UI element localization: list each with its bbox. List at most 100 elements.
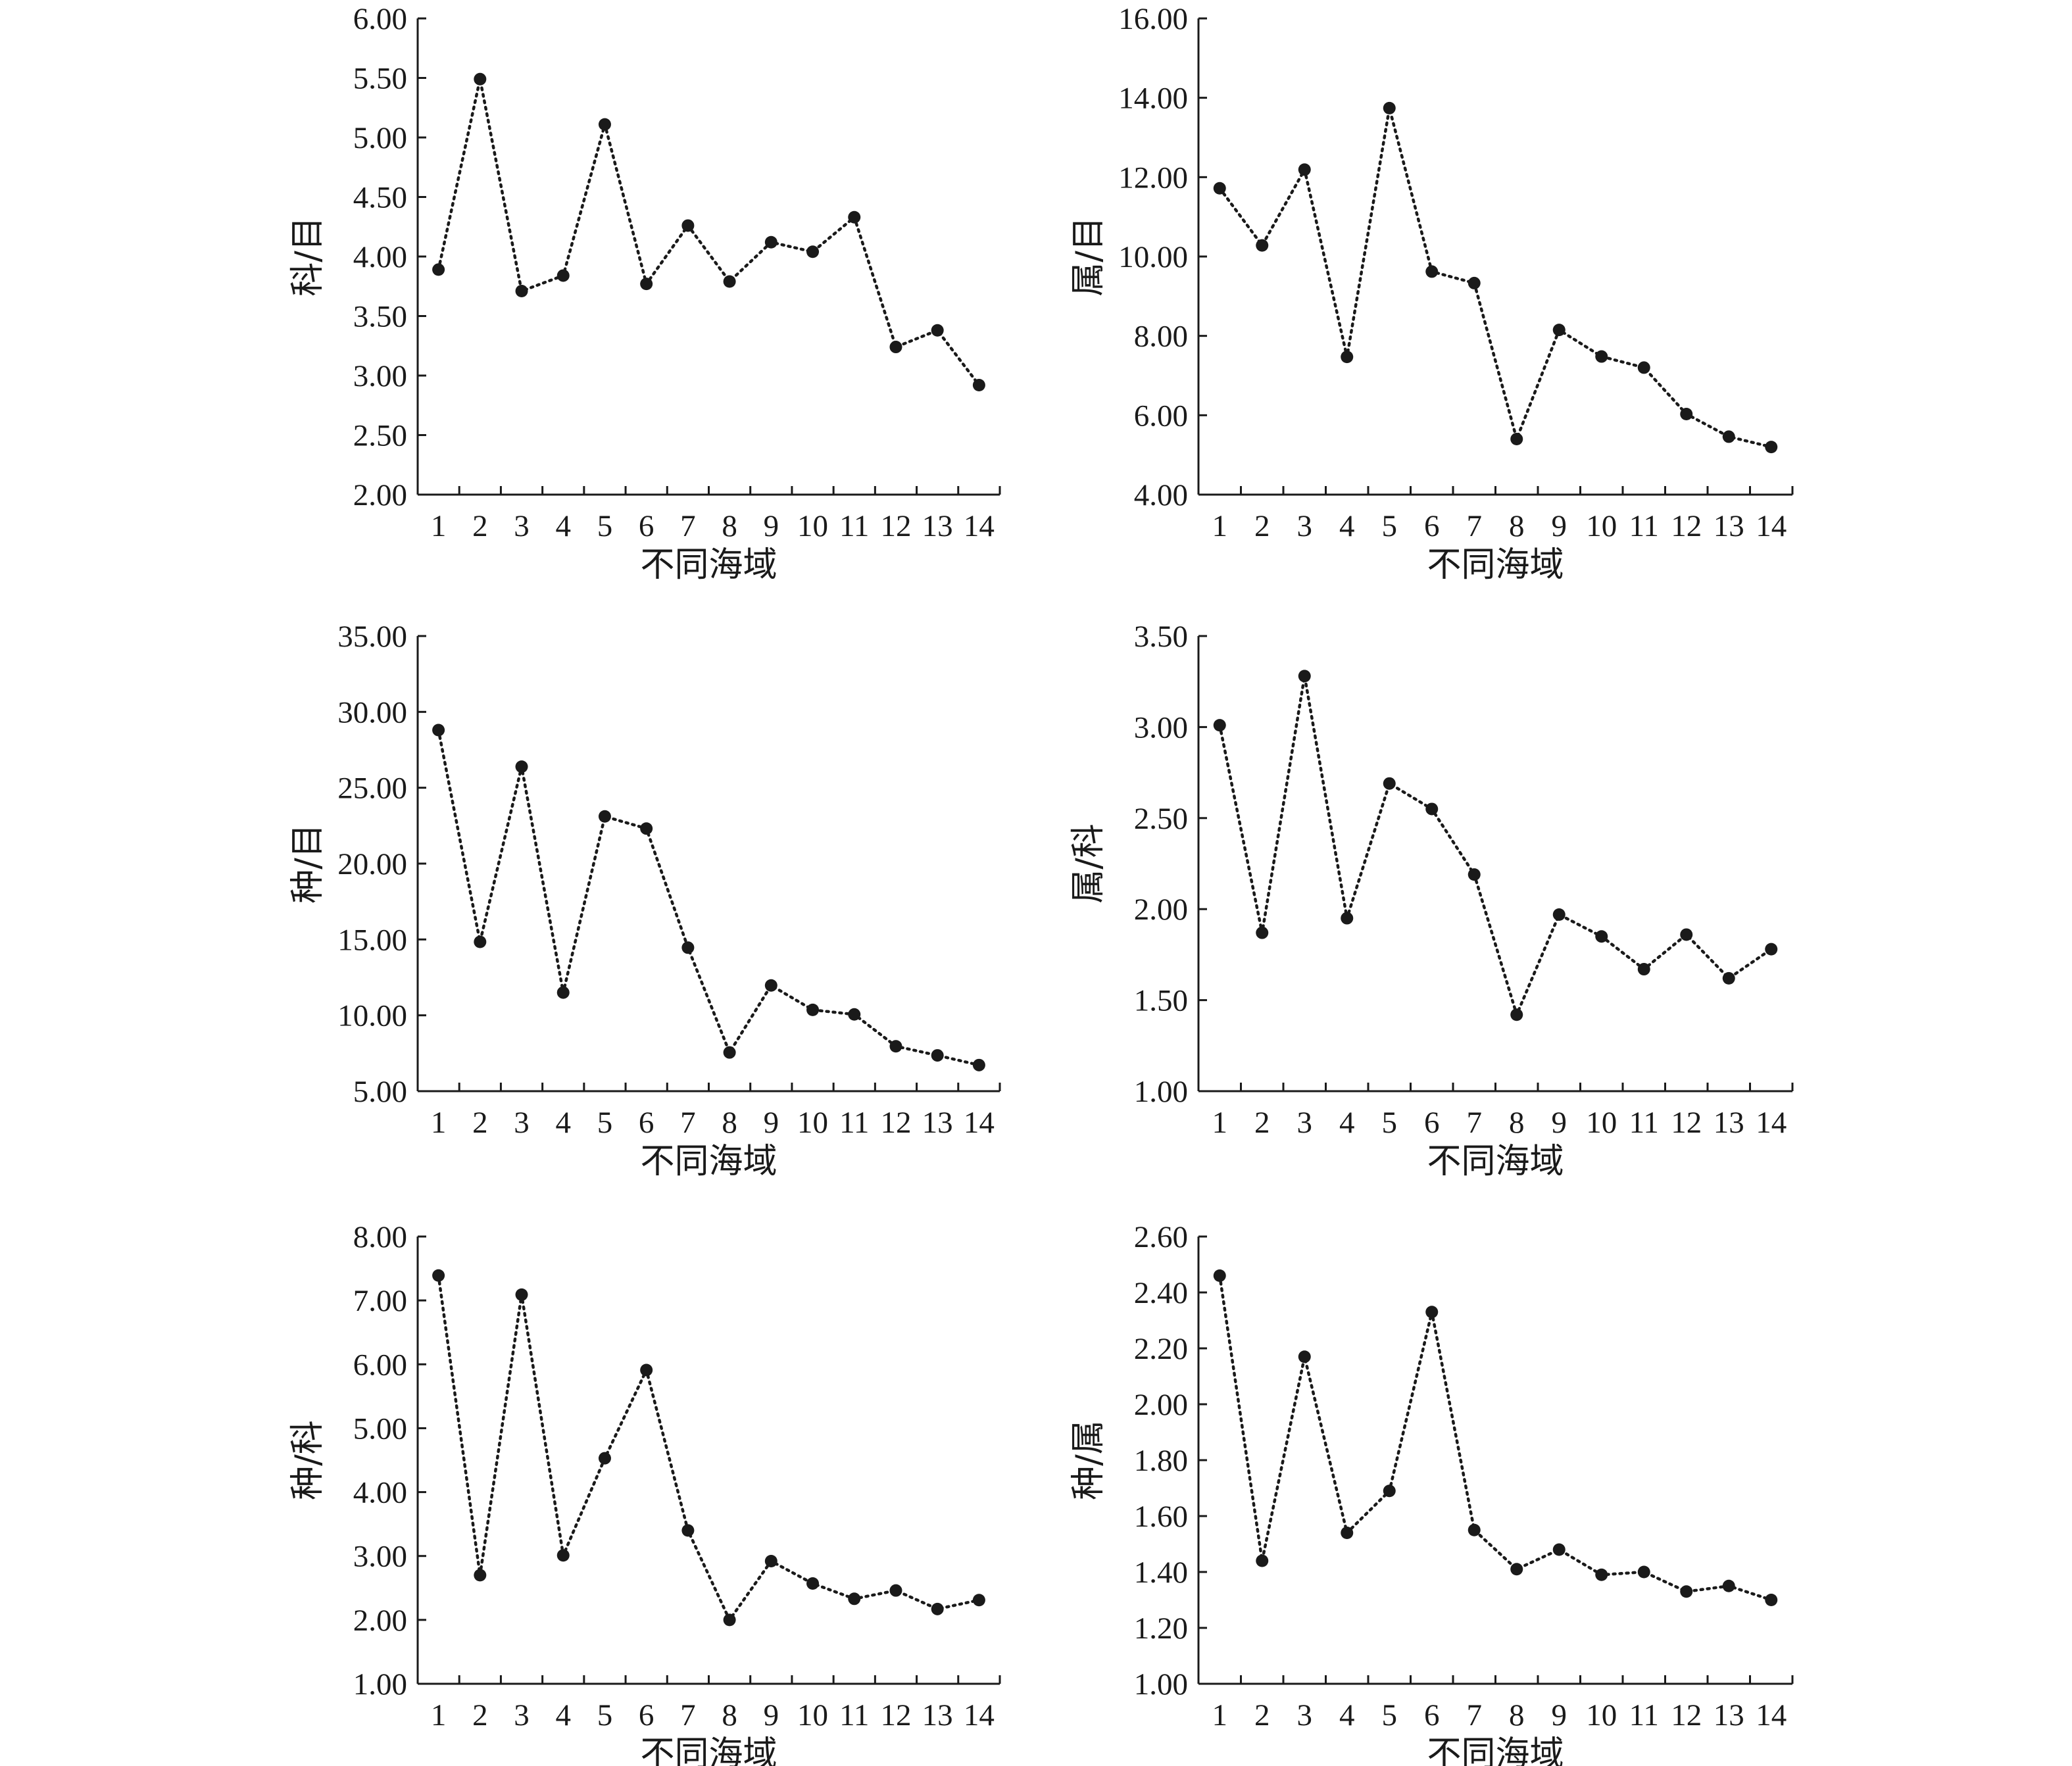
data-point-1 [432, 1269, 445, 1282]
y-axis-title: 属/科 [1069, 823, 1108, 904]
y-tick-label: 2.00 [353, 1604, 407, 1638]
y-axis-title: 科/目 [288, 216, 328, 297]
data-point-2 [1256, 926, 1269, 939]
y-tick-label: 5.50 [353, 62, 407, 96]
series-line [437, 78, 981, 387]
x-tick-label: 4 [556, 509, 572, 543]
data-point-4 [1341, 1527, 1354, 1539]
data-point-10 [806, 1003, 820, 1016]
y-tick-label: 2.50 [1134, 802, 1188, 836]
x-tick-label: 3 [1297, 1106, 1313, 1140]
y-tick-label: 4.00 [353, 240, 407, 274]
data-point-6 [1425, 265, 1439, 278]
data-point-5 [1383, 101, 1396, 114]
data-point-5 [1383, 1484, 1396, 1498]
x-tick-label: 3 [514, 1106, 530, 1140]
x-tick-label: 6 [1424, 1106, 1440, 1140]
data-point-14 [1765, 441, 1778, 454]
x-tick-label: 14 [964, 1106, 995, 1140]
x-tick-label: 9 [764, 1698, 779, 1732]
x-tick-label: 9 [1552, 1106, 1567, 1140]
y-tick-label: 10.00 [337, 999, 407, 1033]
data-point-4 [556, 269, 570, 282]
x-tick-label: 12 [1671, 1106, 1702, 1140]
data-point-13 [931, 324, 944, 337]
y-tick-label: 1.00 [1134, 1667, 1188, 1702]
chart-species-per-genus: 1.001.201.401.601.802.002.202.402.601 2 3 4… [1069, 1220, 1794, 1766]
x-tick-label: 11 [839, 1106, 869, 1140]
y-tick-label: 4.00 [1134, 478, 1188, 512]
x-tick-label: 7 [1467, 1698, 1483, 1732]
y-tick-label: 30.00 [337, 695, 407, 729]
x-tick-label: 11 [1629, 1106, 1659, 1140]
y-tick-label: 6.00 [353, 2, 407, 36]
x-tick-label: 12 [1671, 1698, 1702, 1732]
y-tick-label: 3.00 [353, 359, 407, 393]
data-point-5 [598, 1452, 611, 1465]
y-tick-label: 14.00 [1118, 82, 1188, 116]
data-point-9 [764, 979, 777, 992]
x-axis-title: 不同海域 [1427, 545, 1564, 585]
data-point-11 [1637, 1565, 1650, 1579]
x-tick-label: 7 [1467, 1106, 1483, 1140]
data-point-8 [723, 1046, 736, 1059]
data-point-14 [1765, 1594, 1778, 1606]
x-tick-label: 5 [597, 1106, 613, 1140]
x-tick-label: 8 [1509, 509, 1525, 543]
y-axis-title: 种/目 [288, 823, 328, 904]
data-point-3 [515, 284, 528, 297]
data-point-3 [515, 1288, 528, 1301]
y-tick-label: 3.00 [1134, 710, 1188, 745]
data-point-7 [1468, 1523, 1481, 1536]
data-point-14 [972, 1058, 985, 1071]
x-tick-label: 3 [1297, 1698, 1313, 1732]
data-point-9 [764, 1554, 777, 1567]
data-point-12 [889, 1040, 902, 1053]
data-point-14 [972, 1594, 985, 1607]
data-point-2 [474, 935, 487, 948]
y-tick-label: 1.50 [1134, 984, 1188, 1018]
x-tick-label: 13 [1714, 1106, 1744, 1140]
data-point-4 [556, 1549, 570, 1562]
x-tick-label: 8 [722, 1106, 737, 1140]
x-tick-label: 10 [1586, 1106, 1617, 1140]
data-point-9 [764, 235, 777, 249]
data-point-10 [1595, 1568, 1608, 1581]
x-tick-label: 9 [1552, 509, 1567, 543]
data-point-4 [1341, 912, 1354, 925]
data-point-9 [1552, 1543, 1566, 1556]
data-point-8 [1510, 1563, 1523, 1576]
data-point-1 [1213, 182, 1226, 195]
data-point-5 [1383, 777, 1396, 790]
x-tick-label: 4 [556, 1106, 572, 1140]
x-tick-label: 1 [1212, 509, 1228, 543]
y-tick-label: 7.00 [353, 1284, 407, 1318]
y-tick-label: 5.00 [353, 1075, 407, 1109]
y-axis-title: 种/科 [288, 1420, 328, 1500]
x-axis-title: 不同海域 [1427, 1142, 1564, 1181]
data-point-11 [848, 1008, 861, 1021]
data-point-8 [723, 275, 736, 288]
data-point-8 [1510, 1008, 1523, 1021]
data-point-12 [1680, 1585, 1693, 1598]
y-tick-label: 6.00 [1134, 399, 1188, 433]
x-axis-title: 不同海域 [640, 1142, 777, 1181]
x-tick-label: 9 [764, 509, 779, 543]
data-point-7 [1468, 868, 1481, 881]
x-tick-label: 1 [1212, 1106, 1228, 1140]
x-tick-label: 13 [922, 1106, 953, 1140]
data-point-11 [1637, 361, 1650, 374]
x-tick-label: 9 [1552, 1698, 1567, 1732]
x-tick-label: 4 [1339, 1106, 1355, 1140]
data-point-10 [1595, 350, 1608, 363]
x-tick-label: 12 [880, 1106, 911, 1140]
x-tick-label: 11 [839, 1698, 869, 1732]
x-tick-label: 5 [1382, 1106, 1398, 1140]
chart-genus-per-family: 1.001.502.002.503.003.501 2 3 4 5 6 7 8 9 10 11 12 1… [1069, 620, 1794, 1181]
y-tick-label: 35.00 [337, 620, 407, 654]
data-point-2 [474, 1569, 487, 1582]
x-tick-label: 3 [514, 1698, 530, 1732]
y-tick-label: 10.00 [1118, 240, 1188, 274]
